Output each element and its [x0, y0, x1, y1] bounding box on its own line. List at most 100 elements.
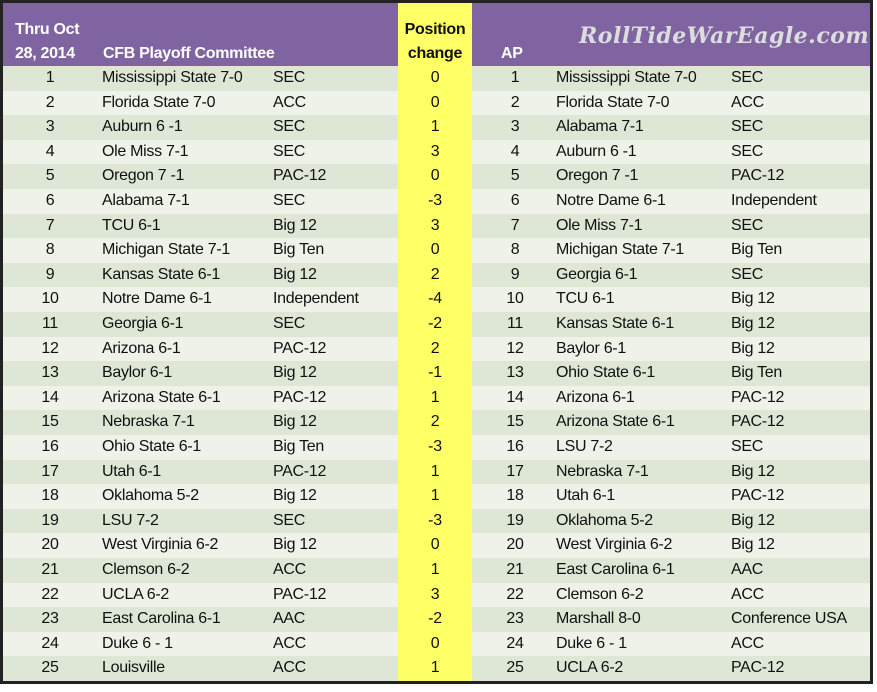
conference-cell: ACC: [273, 634, 306, 652]
ap-rank-cell: 13: [506, 364, 524, 382]
ap-team-cell: Notre Dame 6-1: [556, 192, 666, 209]
table-row: 4 Ole Miss 7-1 SEC 3 4 Auburn 6 -1 SEC: [3, 139, 870, 165]
table-row: 11 Georgia 6-1 SEC -2 11 Kansas State 6-1 Big …: [3, 312, 870, 337]
rank-cell: 2: [45, 93, 55, 111]
team-cell: Arizona State 6-1: [102, 388, 221, 406]
conference-cell: PAC-12: [273, 339, 327, 357]
table-row: 16 Ohio State 6-1 Big Ten -3 16 LSU 7-2 SEC: [3, 435, 870, 460]
conference-cell: PAC-12: [273, 388, 327, 406]
position-change-cell: 0: [430, 241, 440, 259]
team-cell: Ohio State 6-1: [102, 438, 201, 455]
change-header-line2: change: [407, 45, 463, 62]
ap-conference-cell: ACC: [731, 634, 764, 652]
ap-team-cell: Georgia 6-1: [556, 265, 638, 283]
ap-team-cell: Marshall 8-0: [556, 610, 641, 628]
table-row: 10 Notre Dame 6-1 Independent -4 10 TCU 6-1 Bi…: [3, 287, 870, 312]
position-change-cell: 1: [430, 462, 440, 480]
rank-cell: 17: [41, 462, 59, 480]
ap-team-cell: Duke 6 - 1: [556, 634, 627, 652]
ap-rank-cell: 19: [506, 511, 524, 529]
ap-conference-cell: Big 12: [731, 290, 775, 308]
team-cell: Nebraska 7-1: [102, 413, 195, 431]
ap-rank-cell: 6: [510, 192, 520, 209]
date-line2: 28, 2014: [15, 45, 75, 62]
ap-rank-cell: 8: [510, 241, 520, 259]
ap-team-cell: Arizona State 6-1: [556, 413, 675, 431]
team-cell: Florida State 7-0: [102, 93, 216, 111]
table-row: 22 UCLA 6-2 PAC-12 3 22 Clemson 6-2 ACC: [3, 582, 870, 608]
ap-rank-cell: 24: [506, 634, 524, 652]
team-cell: Notre Dame 6-1: [102, 290, 212, 308]
ap-rank-cell: 12: [506, 339, 524, 357]
conference-cell: Big 12: [273, 487, 317, 505]
conference-cell: Big 12: [273, 536, 317, 554]
ap-rank-cell: 14: [506, 388, 524, 406]
ap-rank-cell: 7: [510, 216, 520, 234]
rank-cell: 14: [41, 388, 59, 406]
ap-conference-cell: Conference USA: [731, 610, 847, 628]
rank-cell: 9: [45, 265, 55, 283]
ap-conference-cell: PAC-12: [731, 388, 785, 406]
table-row: 12 Arizona 6-1 PAC-12 2 12 Baylor 6-1 Big 12: [3, 336, 870, 362]
ap-team-cell: Mississippi State 7-0: [556, 69, 697, 86]
ap-rank-cell: 15: [506, 413, 524, 431]
ap-team-cell: TCU 6-1: [556, 290, 615, 308]
team-cell: UCLA 6-2: [102, 585, 169, 603]
ap-rank-cell: 11: [506, 315, 523, 332]
rank-cell: 11: [41, 315, 58, 332]
rank-cell: 23: [41, 610, 59, 628]
ap-conference-cell: SEC: [731, 265, 763, 283]
rank-cell: 10: [41, 290, 59, 308]
ap-rank-cell: 10: [506, 290, 524, 308]
conference-cell: ACC: [273, 561, 306, 578]
position-change-cell: 0: [430, 167, 440, 185]
ap-team-cell: UCLA 6-2: [556, 659, 623, 677]
team-cell: Ole Miss 7-1: [102, 142, 189, 160]
position-change-cell: 3: [430, 585, 440, 603]
rank-cell: 20: [41, 536, 59, 554]
ap-team-cell: Ole Miss 7-1: [556, 216, 643, 234]
team-cell: Arizona 6-1: [102, 339, 181, 357]
ap-rank-cell: 25: [506, 659, 524, 677]
team-cell: Kansas State 6-1: [102, 265, 220, 283]
table-row: 24 Duke 6 - 1 ACC 0 24 Duke 6 - 1 ACC: [3, 631, 870, 657]
team-cell: Oregon 7 -1: [102, 167, 185, 185]
ap-conference-cell: PAC-12: [731, 167, 785, 185]
ap-rank-cell: 21: [506, 561, 524, 578]
conference-cell: SEC: [273, 192, 305, 209]
team-cell: East Carolina 6-1: [102, 610, 221, 628]
position-change-cell: 1: [430, 487, 440, 505]
ap-conference-cell: Big Ten: [731, 241, 782, 259]
ap-rank-cell: 4: [510, 142, 520, 160]
conference-cell: Independent: [273, 290, 359, 308]
ap-conference-cell: Big 12: [731, 315, 775, 332]
watermark-logo: RollTideWarEagle.com: [579, 23, 870, 49]
rank-cell: 18: [41, 487, 59, 505]
team-cell: Auburn 6 -1: [102, 118, 183, 136]
ap-rank-cell: 5: [510, 167, 520, 185]
rank-cell: 15: [41, 413, 59, 431]
rank-cell: 19: [41, 511, 59, 529]
team-cell: West Virginia 6-2: [102, 536, 219, 554]
ap-team-cell: Kansas State 6-1: [556, 315, 674, 332]
ap-conference-cell: Big Ten: [731, 364, 782, 382]
team-cell: Michigan State 7-1: [102, 241, 231, 259]
change-header-line1: Position: [404, 21, 466, 38]
position-change-cell: -3: [428, 192, 442, 209]
team-cell: Oklahoma 5-2: [102, 487, 199, 505]
ap-team-cell: Oregon 7 -1: [556, 167, 639, 185]
conference-cell: SEC: [273, 142, 305, 160]
table-row: 17 Utah 6-1 PAC-12 1 17 Nebraska 7-1 Big 12: [3, 459, 870, 485]
team-cell: Duke 6 - 1: [102, 634, 173, 652]
position-change-cell: -2: [428, 315, 442, 332]
position-change-cell: 0: [430, 536, 440, 554]
ap-conference-cell: PAC-12: [731, 659, 785, 677]
rank-cell: 6: [45, 192, 55, 209]
rank-cell: 16: [41, 438, 59, 455]
ap-conference-cell: AAC: [731, 561, 763, 578]
ap-team-cell: Florida State 7-0: [556, 93, 670, 111]
ap-team-cell: Auburn 6 -1: [556, 142, 637, 160]
ap-rank-cell: 18: [506, 487, 524, 505]
position-change-cell: 2: [430, 265, 440, 283]
position-change-cell: 0: [430, 69, 440, 86]
